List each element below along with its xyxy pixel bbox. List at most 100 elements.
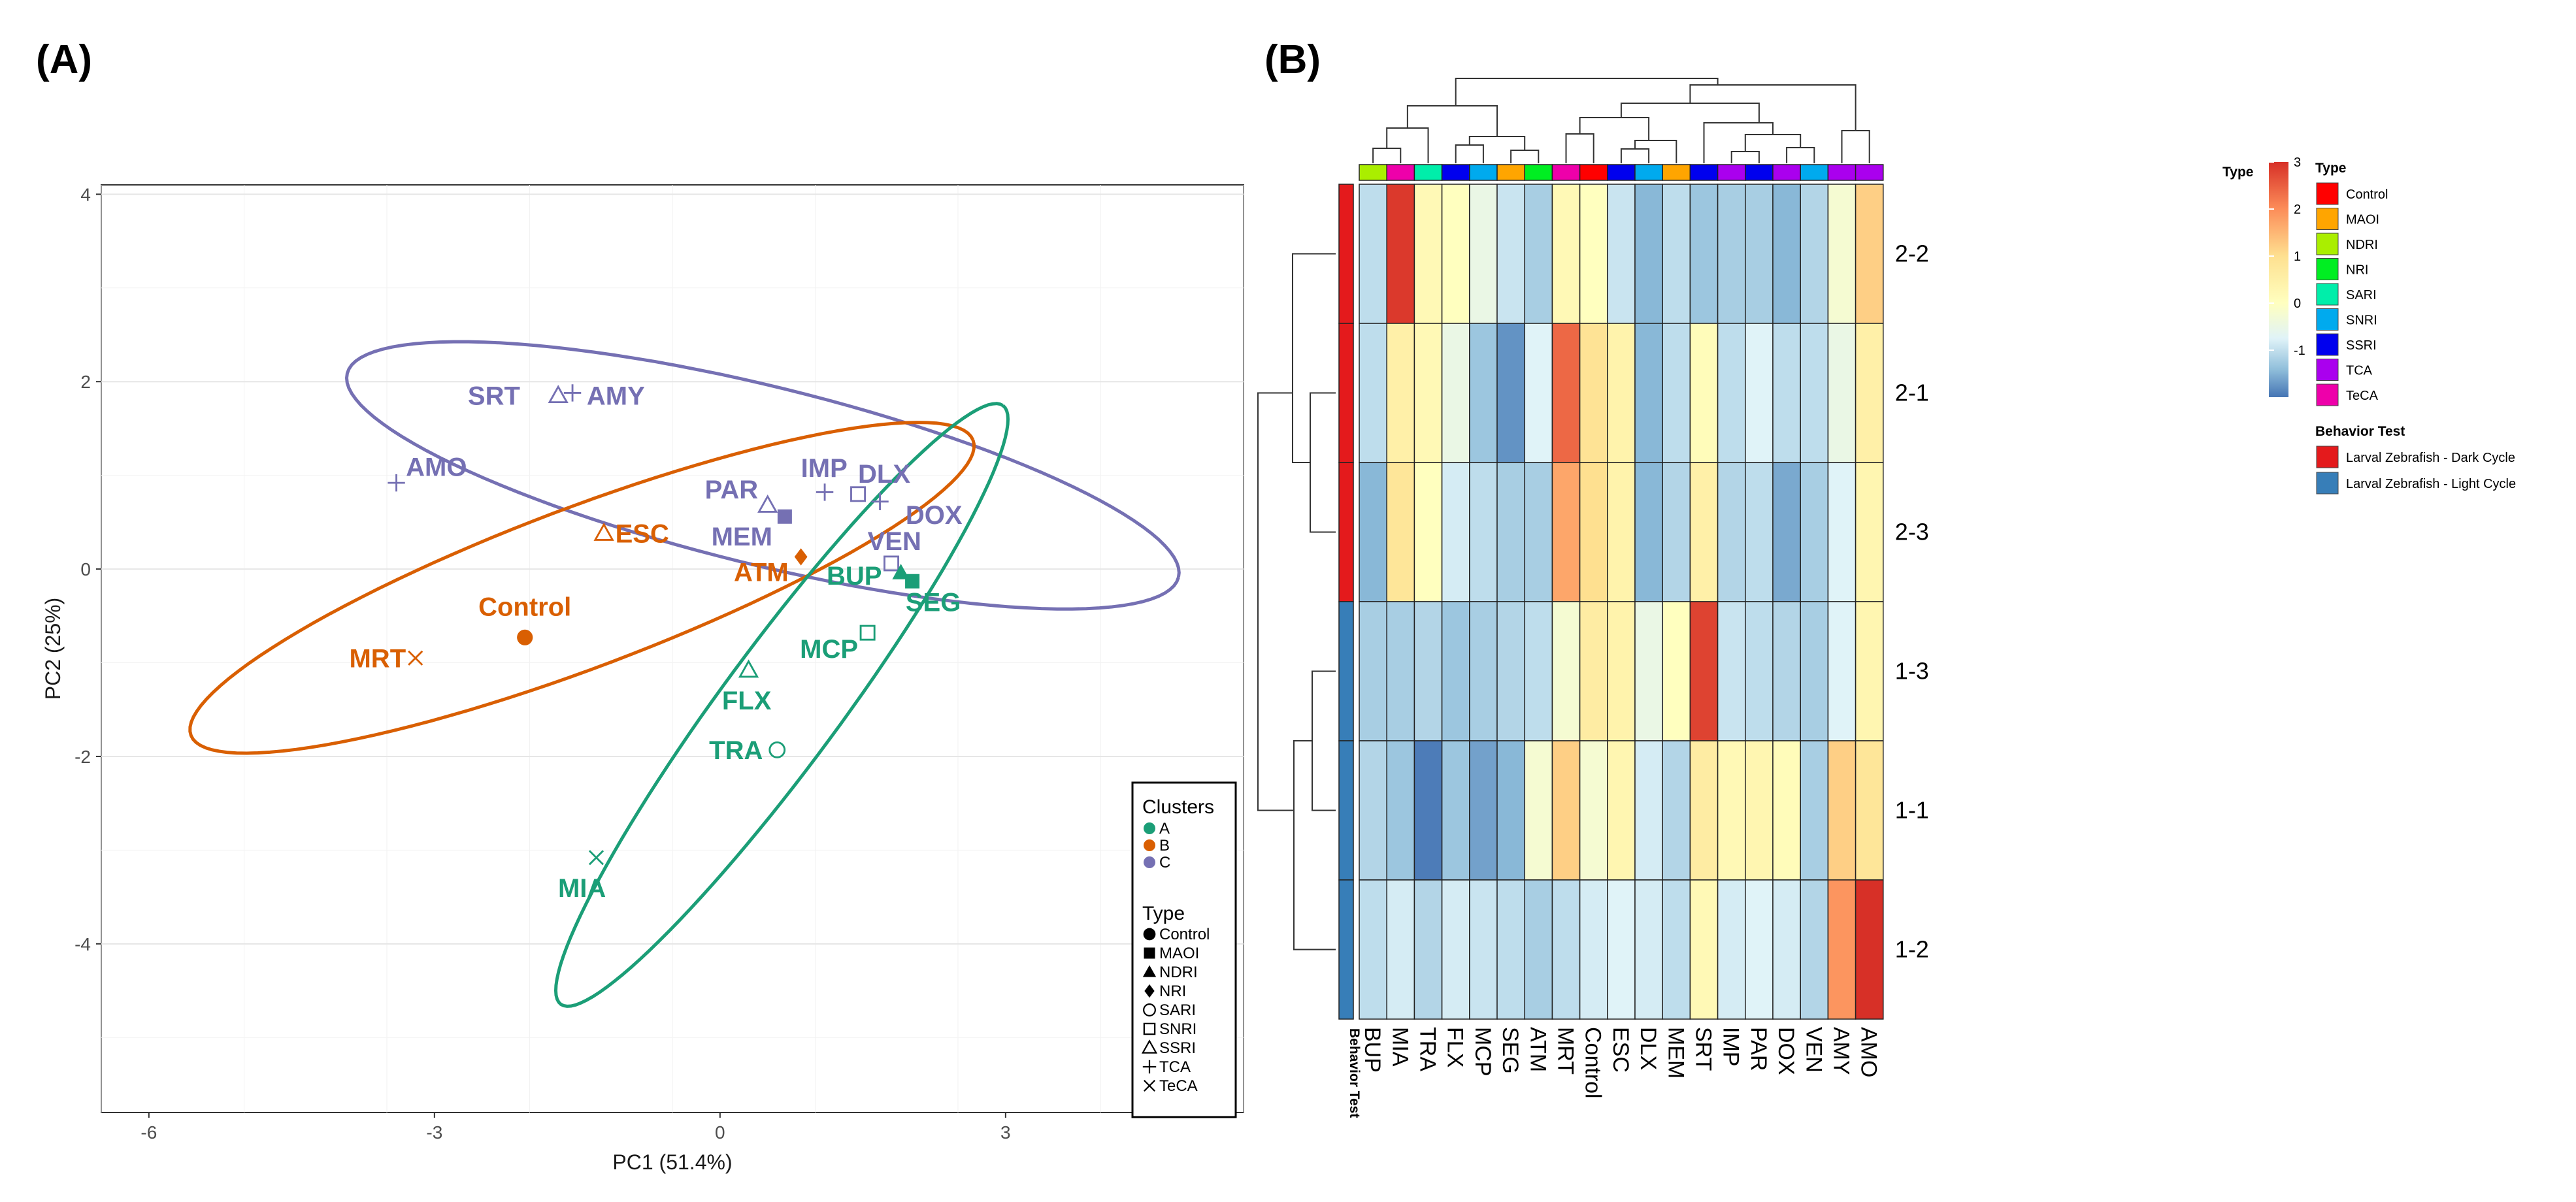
legend-clusters-title: Clusters: [1142, 796, 1214, 818]
heatmap-column-label-amy: AMY: [1829, 1027, 1854, 1075]
heatmap-cell-1-2-tra: [1413, 879, 1443, 1020]
heatmap-column-label-atm: ATM: [1525, 1027, 1550, 1072]
point-label-amy: AMY: [587, 382, 645, 411]
dendrogram-branch: [1455, 78, 1719, 106]
heatmap-column-label-mcp: MCP: [1470, 1027, 1495, 1077]
heatmap-cell-1-1-amo: [1855, 740, 1884, 881]
heatmap-cell-1-3-amy: [1827, 601, 1857, 741]
heatmap-cell-1-2-flx: [1441, 879, 1470, 1020]
heatmap-column-label-tra: TRA: [1415, 1027, 1440, 1071]
heatmap-cell-1-2-amo: [1855, 879, 1884, 1020]
heatmap-cell-2-2-tra: [1413, 184, 1443, 324]
point-srt: [548, 385, 569, 404]
heatmap-legend-behavior-swatch-2: [2316, 472, 2339, 495]
heatmap-cell-1-2-seg: [1496, 879, 1525, 1020]
heatmap-cell-2-2-amy: [1827, 184, 1857, 324]
pca-axis-ticks: -6 -3 0 3 4 2 0 -2 -4: [74, 184, 1011, 1143]
dendrogram-branch: [1406, 105, 1498, 137]
type-track-cell-esc: [1607, 164, 1636, 181]
heatmap-cell-1-1-tra: [1413, 740, 1443, 881]
heatmap-cell-2-2-control: [1579, 184, 1608, 324]
heatmap-cell-2-2-srt: [1689, 184, 1719, 324]
point-par: [757, 494, 778, 513]
heatmap-cell-2-1-dox: [1772, 323, 1801, 463]
heatmap-column-label-seg: SEG: [1498, 1027, 1523, 1074]
panel-a-label: (A): [36, 37, 92, 82]
point-label-mem: MEM: [712, 523, 772, 551]
scale-tick-label: 2: [2294, 203, 2301, 217]
legend-type-shape-snri: [1143, 1022, 1156, 1035]
point-label-dlx: DLX: [858, 460, 910, 489]
heatmap-cell-1-3-flx: [1441, 601, 1470, 741]
scale-tick-label: 3: [2294, 155, 2301, 170]
heatmap-cell-1-2-esc: [1607, 879, 1636, 1020]
type-track-cell-ven: [1800, 164, 1829, 181]
heatmap-legend-type-ssri: SSRI: [2346, 338, 2377, 353]
heatmap-cell-2-3-mia: [1386, 462, 1415, 602]
heatmap-cell-1-1-mrt: [1551, 740, 1581, 881]
behavior-track-label: Behavior Test: [1347, 1028, 1362, 1118]
heatmap-cell-2-1-flx: [1441, 323, 1470, 463]
heatmap-cell-2-3-bup: [1359, 462, 1387, 602]
heatmap-legend-type-snri: SNRI: [2346, 314, 2377, 328]
dendrogram-branch: [1634, 140, 1677, 163]
heatmap-cell-2-2-mem: [1662, 184, 1691, 324]
heatmap-cell-1-2-dlx: [1634, 879, 1663, 1020]
point-label-imp: IMP: [801, 454, 848, 483]
heatmap-legend-swatch-ssri: [2316, 333, 2339, 356]
heatmap-cell-2-3-flx: [1441, 462, 1470, 602]
heatmap-cell-2-1-srt: [1689, 323, 1719, 463]
heatmap-cell-1-3-tra: [1413, 601, 1443, 741]
legend-type-control: Control: [1159, 926, 1210, 943]
heatmap-cell-1-1-mem: [1662, 740, 1691, 881]
type-track-label: Type: [2222, 165, 2253, 180]
heatmap-cell-2-3-mem: [1662, 462, 1691, 602]
point-label-tra: TRA: [709, 736, 763, 765]
legend-type-nri: NRI: [1159, 983, 1186, 1000]
legend-type-shape-maoi: [1144, 947, 1155, 959]
heatmap-cell-1-3-mem: [1662, 601, 1691, 741]
heatmap-cell-2-3-atm: [1524, 462, 1553, 602]
heatmap-legend-type-teca: TeCA: [2346, 389, 2379, 403]
heatmap-cell-1-2-dox: [1772, 879, 1801, 1020]
heatmap-legend-behavior-2: Larval Zebrafish - Light Cycle: [2346, 477, 2516, 491]
legend-type-shape-ssri: [1141, 1039, 1158, 1054]
point-dlx: [850, 486, 867, 502]
heatmap-cell-1-1-seg: [1496, 740, 1525, 881]
point-amo: [388, 474, 405, 492]
heatmap-cell-1-1-dlx: [1634, 740, 1663, 881]
point-ven: [883, 555, 900, 572]
point-label-bup: BUP: [827, 562, 882, 591]
heatmap-cell-1-1-srt: [1689, 740, 1719, 881]
heatmap-behavior-legend: Behavior Test Larval Zebrafish - Dark Cy…: [2315, 424, 2516, 495]
heatmap-cell-1-3-srt: [1689, 601, 1719, 741]
behavior-track-cell-1-1: [1338, 740, 1354, 881]
type-track-cell-mia: [1386, 164, 1415, 181]
heatmap-column-label-mrt: MRT: [1553, 1027, 1578, 1075]
legend-type-sari: SARI: [1159, 1001, 1196, 1019]
color-scale-ticks: 3 2 1 0 -1: [2269, 155, 2305, 358]
y-tick-label: -2: [74, 747, 91, 767]
heatmap-legend-behavior-swatch-1: [2316, 446, 2339, 468]
cluster-ellipses: [188, 340, 1181, 1008]
heatmap-legend-swatch-maoi: [2316, 208, 2339, 230]
heatmap-cell-1-3-dox: [1772, 601, 1801, 741]
heatmap-cell-1-2-imp: [1717, 879, 1746, 1020]
heatmap-cell-2-3-dox: [1772, 462, 1801, 602]
heatmap-row-label-1-2: 1-2: [1895, 936, 1929, 963]
heatmap-cell-1-2-mem: [1662, 879, 1691, 1020]
heatmap-cell-2-1-dlx: [1634, 323, 1663, 463]
heatmap-cell-1-3-par: [1745, 601, 1774, 741]
heatmap-cell-1-2-bup: [1359, 879, 1387, 1020]
heatmap-cell-2-1-seg: [1496, 323, 1525, 463]
heatmap-cell-2-1-amo: [1855, 323, 1884, 463]
type-track-cell-seg: [1496, 164, 1525, 181]
heatmap-cell-2-3-dlx: [1634, 462, 1663, 602]
legend-cluster-b: B: [1159, 837, 1170, 854]
heatmap-cell-2-1-mrt: [1551, 323, 1581, 463]
heatmap-cell-1-3-atm: [1524, 601, 1553, 741]
heatmap-cell-1-1-atm: [1524, 740, 1553, 881]
heatmap-cell-2-2-atm: [1524, 184, 1553, 324]
type-track-cell-tra: [1413, 164, 1443, 181]
type-track-cell-mcp: [1469, 164, 1498, 181]
